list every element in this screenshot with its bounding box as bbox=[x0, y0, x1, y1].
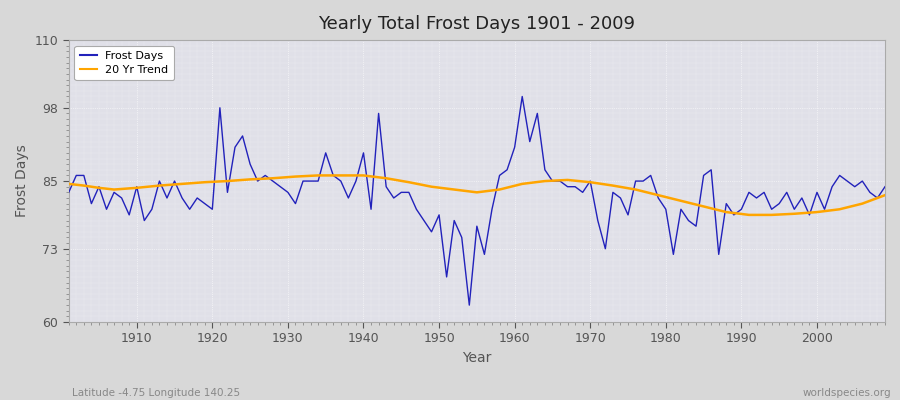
X-axis label: Year: Year bbox=[463, 351, 491, 365]
Text: worldspecies.org: worldspecies.org bbox=[803, 388, 891, 398]
Y-axis label: Frost Days: Frost Days bbox=[15, 145, 29, 218]
Title: Yearly Total Frost Days 1901 - 2009: Yearly Total Frost Days 1901 - 2009 bbox=[319, 15, 635, 33]
Legend: Frost Days, 20 Yr Trend: Frost Days, 20 Yr Trend bbox=[75, 46, 174, 80]
Text: Latitude -4.75 Longitude 140.25: Latitude -4.75 Longitude 140.25 bbox=[72, 388, 240, 398]
